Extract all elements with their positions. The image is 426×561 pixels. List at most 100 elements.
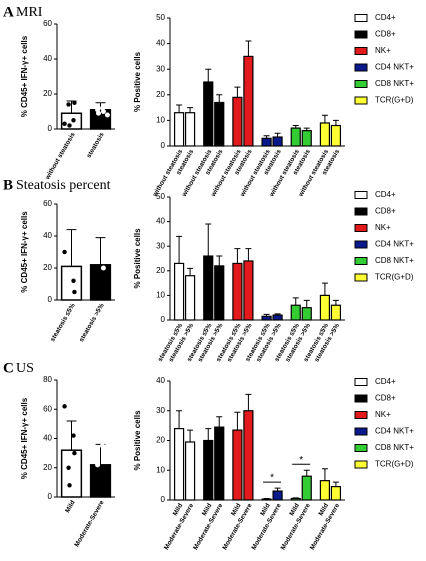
y-tick-label: 20	[43, 89, 52, 98]
bar	[243, 260, 254, 321]
error-bar	[321, 114, 328, 123]
legend-swatch	[354, 14, 368, 22]
legend-swatch	[354, 30, 368, 39]
error-bar	[245, 393, 252, 411]
bar	[301, 130, 312, 147]
data-point	[62, 249, 67, 255]
bar	[232, 96, 243, 147]
y-tick-label: 20	[156, 266, 165, 275]
panel-letter: B	[3, 177, 13, 193]
y-tick-label: 60	[43, 19, 52, 28]
error-bar	[205, 68, 212, 82]
error-bar	[95, 237, 106, 265]
error-bar	[234, 248, 241, 264]
legend-label: CD8+	[375, 394, 396, 403]
error-bar	[303, 299, 310, 308]
y-axis-label: % CD45+ IFN-γ+ cells	[20, 211, 29, 293]
data-point	[91, 428, 97, 434]
bar	[184, 275, 196, 321]
error-bar	[205, 428, 212, 441]
panel-letter: C	[3, 360, 14, 376]
data-point	[100, 265, 106, 271]
bar	[272, 136, 283, 147]
legend-label: CD8 NKT+	[375, 443, 414, 452]
y-tick-label: 40	[43, 231, 52, 240]
bar	[214, 101, 225, 147]
bar	[301, 307, 312, 321]
error-bar	[245, 40, 252, 57]
data-point	[67, 483, 72, 488]
error-bar	[292, 297, 299, 306]
y-axis-label: % Positive cells	[133, 51, 142, 112]
bar	[319, 294, 331, 321]
y-tick-label: 60	[43, 199, 52, 208]
x-tick-label: Mild	[64, 499, 77, 514]
error-bar	[216, 255, 223, 266]
legend-label: CD4 NKT+	[375, 427, 414, 436]
bar	[60, 265, 83, 301]
legend-label: TCR(G+D)	[375, 273, 414, 282]
bar	[89, 264, 112, 301]
data-point	[104, 112, 110, 118]
legend-label: NK+	[375, 46, 391, 55]
legend-swatch	[354, 257, 368, 265]
error-bar	[332, 119, 339, 126]
data-point	[100, 453, 106, 459]
data-point	[91, 75, 97, 81]
data-point	[71, 278, 76, 284]
y-axis-label: % CD45+ IFN-γ+ cells	[20, 397, 29, 479]
bar	[184, 112, 196, 147]
data-point	[72, 100, 77, 105]
y-tick-label: 40	[43, 54, 52, 63]
error-bar	[187, 267, 194, 276]
legend-label: TCR(G+D)	[375, 460, 414, 469]
bar	[261, 498, 272, 501]
bar	[319, 122, 331, 147]
data-point	[100, 109, 106, 114]
error-bar	[66, 229, 77, 267]
bar	[290, 304, 301, 321]
error-bar	[187, 107, 194, 113]
y-tick-label: 20	[43, 463, 52, 472]
y-tick-label: 30	[156, 64, 165, 73]
error-bar	[274, 132, 281, 138]
bar	[243, 410, 254, 501]
y-tick-label: 10	[156, 291, 165, 300]
error-bar	[321, 468, 328, 481]
bar	[89, 464, 112, 498]
bar	[290, 127, 301, 147]
bar	[203, 439, 214, 501]
data-point	[100, 220, 105, 226]
y-tick-label: 40	[43, 434, 52, 443]
y-tick-label: 0	[161, 495, 166, 504]
error-bar	[303, 469, 310, 477]
error-bar	[321, 282, 328, 296]
bar	[232, 429, 243, 501]
data-point	[66, 102, 71, 107]
legend-swatch	[354, 207, 368, 216]
bar	[232, 262, 243, 321]
bar	[261, 315, 272, 321]
legend-label: CD4+	[375, 13, 396, 22]
legend-swatch	[354, 63, 368, 72]
legend-swatch	[354, 96, 368, 105]
bar	[203, 255, 214, 321]
legend-label: CD8 NKT+	[375, 79, 414, 88]
error-bar	[176, 104, 183, 113]
legend-label: TCR(G+D)	[375, 96, 414, 105]
legend-swatch	[354, 394, 368, 403]
data-point	[72, 450, 77, 456]
legend-label: CD4+	[375, 190, 396, 199]
bar	[301, 475, 312, 501]
legend-label: CD4 NKT+	[375, 240, 414, 249]
panel-title: MRI	[16, 5, 43, 20]
legend-swatch	[354, 460, 368, 469]
bar	[319, 480, 331, 501]
significance-mark: *	[270, 473, 274, 484]
y-tick-label: 50	[156, 192, 165, 201]
error-bar	[332, 299, 339, 306]
y-tick-label: 30	[156, 406, 165, 415]
bar	[272, 490, 283, 501]
legend-swatch	[354, 191, 368, 199]
bar	[243, 55, 254, 147]
